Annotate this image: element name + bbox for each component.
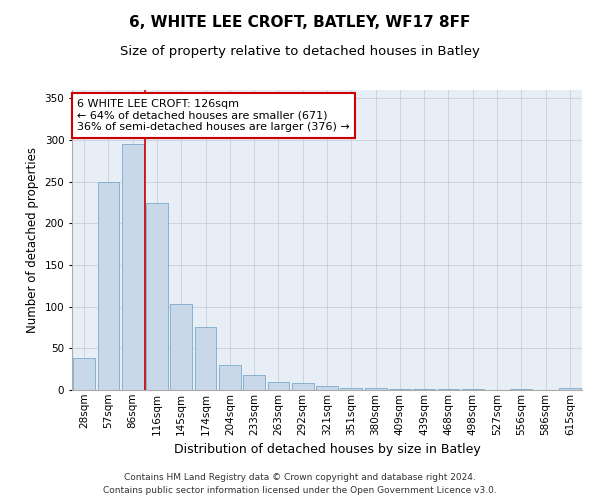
Bar [292, 382, 314, 390]
Bar [194, 326, 217, 390]
Bar [462, 389, 484, 390]
Text: Size of property relative to detached houses in Batley: Size of property relative to detached ho… [120, 45, 480, 58]
Bar [146, 202, 168, 390]
Bar [389, 389, 411, 390]
Bar [170, 304, 192, 390]
Bar [365, 388, 386, 390]
Y-axis label: Number of detached properties: Number of detached properties [26, 147, 39, 333]
Bar [437, 389, 460, 390]
Text: 6, WHITE LEE CROFT, BATLEY, WF17 8FF: 6, WHITE LEE CROFT, BATLEY, WF17 8FF [130, 15, 470, 30]
Bar [73, 358, 95, 390]
Text: 6 WHITE LEE CROFT: 126sqm
← 64% of detached houses are smaller (671)
36% of semi: 6 WHITE LEE CROFT: 126sqm ← 64% of detac… [77, 99, 350, 132]
X-axis label: Distribution of detached houses by size in Batley: Distribution of detached houses by size … [173, 443, 481, 456]
Bar [219, 365, 241, 390]
Bar [316, 386, 338, 390]
Bar [413, 389, 435, 390]
Text: Contains HM Land Registry data © Crown copyright and database right 2024.
Contai: Contains HM Land Registry data © Crown c… [103, 474, 497, 495]
Bar [122, 144, 143, 390]
Bar [559, 388, 581, 390]
Bar [97, 182, 119, 390]
Bar [511, 389, 532, 390]
Bar [243, 375, 265, 390]
Bar [340, 388, 362, 390]
Bar [268, 382, 289, 390]
